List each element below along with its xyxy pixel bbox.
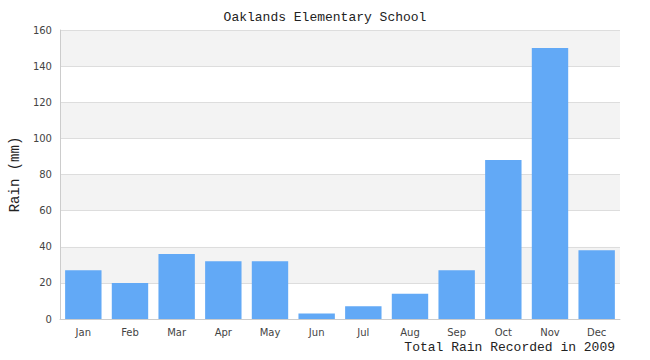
svg-text:60: 60 [39,205,52,216]
svg-text:Total Rain Recorded in 2009: Total Rain Recorded in 2009 [404,340,615,355]
svg-text:40: 40 [39,241,52,252]
svg-text:0: 0 [46,314,52,325]
svg-text:160: 160 [33,25,52,36]
svg-text:Feb: Feb [121,327,139,338]
svg-text:Aug: Aug [400,327,420,338]
svg-text:Jun: Jun [308,327,325,338]
svg-text:Oct: Oct [495,327,512,338]
svg-text:Sep: Sep [447,327,466,338]
svg-text:80: 80 [39,169,52,180]
svg-text:Jul: Jul [356,327,369,338]
svg-text:Mar: Mar [167,327,187,338]
svg-text:20: 20 [39,277,52,288]
svg-text:100: 100 [33,133,52,144]
svg-text:Jan: Jan [75,327,91,338]
svg-text:140: 140 [33,61,52,72]
svg-text:May: May [260,327,281,338]
svg-text:Rain (mm): Rain (mm) [7,137,23,213]
svg-text:120: 120 [33,97,52,108]
svg-text:Dec: Dec [587,327,606,338]
svg-text:Apr: Apr [215,327,233,338]
svg-text:Oaklands Elementary School: Oaklands Elementary School [224,10,427,25]
svg-text:Nov: Nov [540,327,560,338]
